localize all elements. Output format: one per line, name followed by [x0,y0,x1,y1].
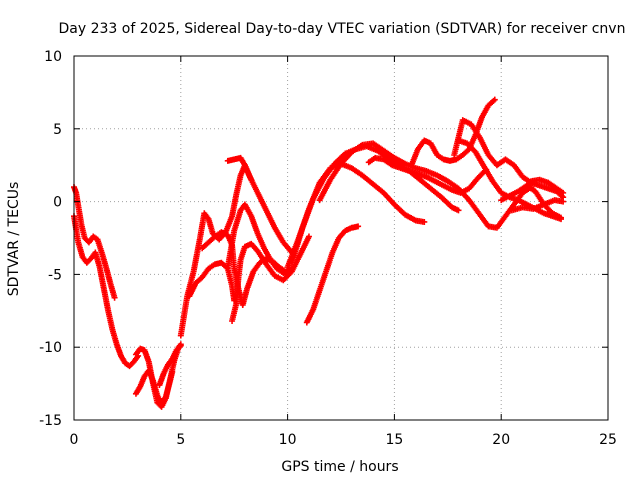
series-arc-17 [408,96,498,169]
series-arc-9 [224,201,291,276]
data-point-marks [132,367,176,407]
data-point-marks [316,140,535,231]
series-arc-6 [177,162,255,339]
data-point-marks [156,342,184,389]
series-arc-22 [528,176,567,196]
series-arc-20 [498,182,565,221]
chart-title: Day 233 of 2025, Sidereal Day-to-day VTE… [59,21,626,37]
data-point-marks [365,154,490,196]
series-arc-14 [303,223,362,326]
data-point-marks [508,197,567,214]
series-arc-15 [316,140,535,231]
data-point-marks [528,176,567,196]
data-point-marks [498,182,565,221]
data-point-marks [229,233,312,324]
y-tick-label: 10 [44,49,62,65]
y-tick-label: 5 [53,122,62,138]
data-point-marks [224,154,295,256]
data-point-marks [408,96,498,169]
data-points [71,96,567,410]
axis-ticks: 0 5 10 15 20 25 -15 -10 -5 0 5 10 [39,49,617,448]
y-tick-label: -5 [48,267,62,283]
series-arc-10 [224,154,295,256]
y-tick-label: -15 [39,413,62,429]
y-tick-label: 0 [53,195,62,211]
data-point-marks [186,259,238,304]
x-tick-label: 10 [279,432,297,448]
plot-frame [73,55,609,421]
series-arc-5 [156,342,184,389]
x-tick-label: 25 [599,432,617,448]
data-point-marks [177,162,255,339]
x-tick-label: 0 [70,432,79,448]
series-arc-16 [365,154,490,196]
series-arc-11 [229,233,312,324]
x-axis-label: GPS time / hours [281,459,398,475]
y-axis-label: SDTVAR / TECUs [6,182,22,297]
series-arc-21 [508,197,567,214]
x-tick-label: 15 [385,432,403,448]
data-point-marks [303,223,362,326]
series-arc-4 [132,367,176,407]
series-arc-7 [186,259,238,304]
x-tick-label: 5 [176,432,185,448]
data-point-marks [224,201,291,276]
y-tick-label: -10 [39,340,62,356]
x-tick-label: 20 [492,432,510,448]
